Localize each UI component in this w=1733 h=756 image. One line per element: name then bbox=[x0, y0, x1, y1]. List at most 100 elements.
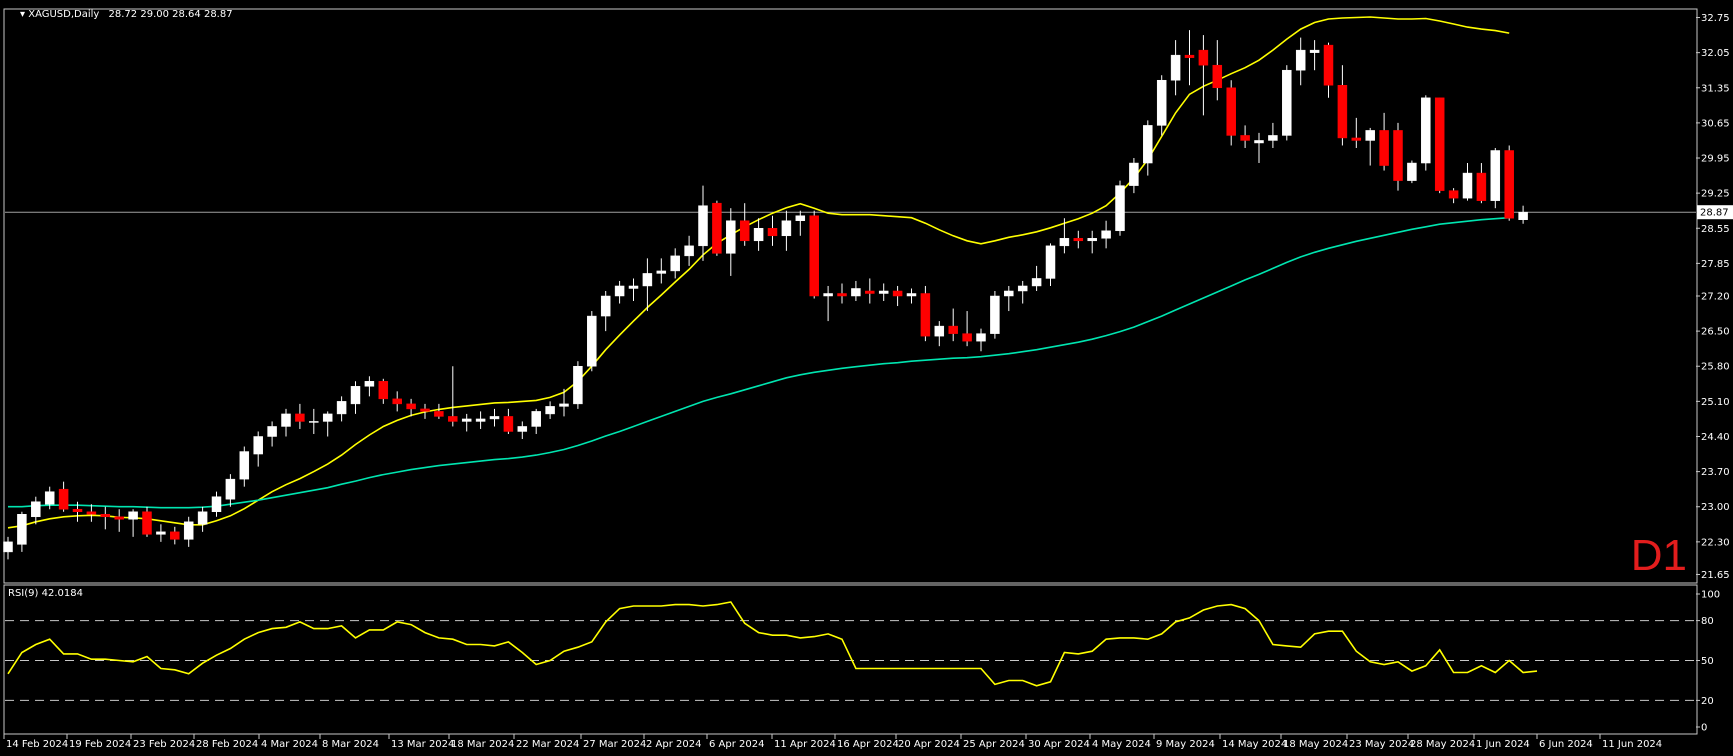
candle-body-up bbox=[795, 215, 806, 221]
date-tick-label: 27 Mar 2024 bbox=[583, 739, 646, 750]
candle bbox=[225, 474, 236, 507]
candle-body-down bbox=[100, 514, 111, 518]
candle-body-up bbox=[1004, 290, 1014, 297]
candle-body-up bbox=[1045, 245, 1056, 279]
candle-body-down bbox=[962, 333, 972, 342]
candle bbox=[211, 491, 222, 517]
candle bbox=[475, 411, 486, 429]
candle bbox=[420, 403, 430, 419]
candle bbox=[1240, 125, 1250, 148]
candle-body-up bbox=[698, 205, 708, 247]
candle-body-up bbox=[1059, 238, 1070, 247]
candle-body-up bbox=[225, 478, 236, 500]
candle bbox=[1518, 205, 1528, 224]
date-tick-label: 25 Apr 2024 bbox=[963, 739, 1025, 750]
candle-body-down bbox=[420, 408, 430, 412]
candle bbox=[267, 421, 277, 447]
price-tick-label: 26.50 bbox=[1701, 327, 1730, 338]
price-panel[interactable]: 32.75 32.05 31.35 30.65 29.95 29.25 28.55 27.85… bbox=[3, 8, 1733, 584]
price-tick-label: 24.40 bbox=[1701, 432, 1730, 443]
candle bbox=[1017, 280, 1028, 304]
candle-body-up bbox=[3, 541, 13, 553]
candle bbox=[364, 376, 375, 397]
candle bbox=[1476, 163, 1487, 204]
candle-body-down bbox=[712, 202, 722, 254]
price-tick-label: 27.20 bbox=[1701, 292, 1730, 303]
date-axis: 14 Feb 2024 19 Feb 2024 23 Feb 2024 28 Feb … bbox=[3, 734, 1662, 750]
candles bbox=[3, 30, 1528, 560]
candle-body-down bbox=[767, 228, 778, 237]
date-tick-label: 14 Feb 2024 bbox=[6, 739, 68, 750]
candle bbox=[1254, 132, 1264, 164]
candle-body-up bbox=[587, 315, 597, 367]
date-tick-label: 23 Feb 2024 bbox=[133, 739, 195, 750]
candle-body-up bbox=[489, 416, 500, 420]
candle bbox=[726, 208, 736, 276]
candle bbox=[656, 258, 667, 284]
candle bbox=[906, 288, 917, 304]
candle-body-up bbox=[906, 293, 917, 297]
candle bbox=[156, 524, 166, 542]
candle bbox=[865, 278, 875, 304]
price-tick-label: 25.10 bbox=[1701, 397, 1730, 408]
collapse-arrow-icon[interactable]: ▾ bbox=[20, 9, 25, 20]
candle-body-up bbox=[31, 501, 41, 518]
candle bbox=[44, 486, 55, 510]
ohlc-values: 28.72 29.00 28.64 28.87 bbox=[109, 9, 233, 20]
price-tick-label: 29.25 bbox=[1701, 189, 1730, 200]
candle-body-up bbox=[1490, 150, 1501, 201]
candle-body-up bbox=[1254, 140, 1264, 144]
candle bbox=[1504, 145, 1514, 221]
candle-body-up bbox=[322, 413, 333, 422]
rsi-panel[interactable]: 100 80 50 20 0 RSI(9) 42.0184 bbox=[3, 584, 1720, 735]
candle bbox=[170, 526, 180, 545]
rsi-levels bbox=[5, 620, 1696, 701]
candle bbox=[1129, 158, 1139, 194]
candle-body-up bbox=[239, 451, 250, 480]
candle-body-down bbox=[1379, 130, 1389, 166]
candle-body-up bbox=[823, 293, 833, 297]
candle bbox=[1045, 243, 1056, 286]
date-tick-label: 16 Apr 2024 bbox=[837, 739, 899, 750]
candle-body-up bbox=[1017, 285, 1028, 292]
candle-body-up bbox=[364, 381, 375, 387]
candle bbox=[712, 200, 722, 256]
price-tick-label: 30.65 bbox=[1701, 118, 1730, 129]
candle-body-down bbox=[1073, 238, 1084, 242]
date-tick-label: 28 May 2024 bbox=[1410, 739, 1475, 750]
price-tick-label: 28.55 bbox=[1701, 224, 1730, 235]
candle bbox=[281, 408, 291, 437]
candle bbox=[1170, 40, 1181, 96]
date-tick-label: 4 Mar 2024 bbox=[261, 739, 318, 750]
candle-body-up bbox=[128, 511, 138, 520]
price-tick-label: 25.80 bbox=[1701, 362, 1730, 373]
price-tick-label: 31.35 bbox=[1701, 83, 1730, 94]
candle-body-up bbox=[531, 411, 541, 427]
candle-body-up bbox=[656, 270, 667, 274]
candle bbox=[448, 366, 458, 427]
candle bbox=[1156, 75, 1167, 136]
candle bbox=[503, 408, 514, 434]
candle-body-down bbox=[434, 411, 444, 417]
candle-body-up bbox=[281, 413, 291, 427]
candle-body-down bbox=[809, 215, 819, 297]
candle-body-up bbox=[990, 295, 1000, 334]
candle bbox=[31, 496, 41, 525]
candle bbox=[781, 210, 792, 251]
candle bbox=[489, 408, 500, 427]
candle-body-up bbox=[1087, 238, 1097, 242]
candle bbox=[990, 290, 1000, 339]
candle-body-up bbox=[1295, 49, 1306, 71]
candle-body-up bbox=[878, 290, 889, 294]
date-tick-label: 11 Apr 2024 bbox=[774, 739, 836, 750]
candle-body-up bbox=[1129, 162, 1139, 186]
candle-body-up bbox=[559, 403, 569, 407]
price-tick-label: 32.75 bbox=[1701, 13, 1730, 24]
candle bbox=[1309, 40, 1320, 71]
rsi-axis: 100 80 50 20 0 bbox=[1696, 590, 1720, 734]
candle-body-up bbox=[642, 273, 653, 287]
ma-slow-line bbox=[8, 216, 1510, 509]
candle-body-down bbox=[392, 398, 402, 405]
symbol-header: ▾ XAGUSD,Daily 28.72 29.00 28.64 28.87 bbox=[20, 9, 233, 20]
